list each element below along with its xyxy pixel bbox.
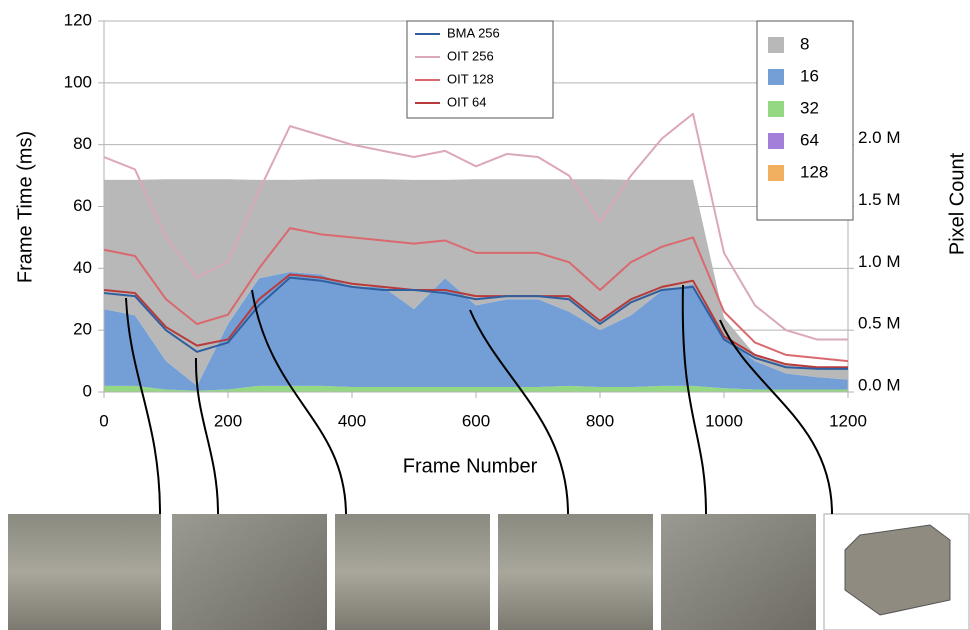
legend-swatch: [768, 133, 784, 149]
legend-swatch: [768, 69, 784, 85]
y2-tick-label: 0.5 M: [858, 314, 901, 333]
thumbnail: [661, 514, 816, 630]
thumbnail: [335, 514, 490, 630]
legend-label: 32: [800, 98, 819, 117]
x-axis-label: Frame Number: [403, 455, 538, 477]
legend-label: 64: [800, 130, 819, 149]
thumbnail: [172, 514, 327, 630]
x-tick-label: 200: [214, 411, 242, 430]
y2-tick-label: 2.0 M: [858, 128, 901, 147]
x-tick-label: 0: [99, 411, 108, 430]
y-axis-label: Frame Time (ms): [14, 131, 36, 283]
thumbnails: [8, 514, 969, 630]
legend-label: 8: [800, 34, 809, 53]
legend-label: BMA 256: [447, 25, 500, 40]
thumbnail: [498, 514, 653, 630]
legend-label: OIT 256: [447, 48, 494, 63]
y-tick-label: 0: [83, 381, 92, 400]
legend-label: 128: [800, 162, 828, 181]
legend-label: 16: [800, 66, 819, 85]
chart: 0204060801001200.0 M0.5 M1.0 M1.5 M2.0 M…: [0, 0, 970, 630]
y2-axis-label: Pixel Count: [946, 152, 968, 255]
x-tick-label: 400: [338, 411, 366, 430]
y-tick-label: 120: [64, 10, 92, 29]
x-tick-label: 800: [586, 411, 614, 430]
legend-label: OIT 64: [447, 94, 487, 109]
y-tick-label: 100: [64, 72, 92, 91]
y-tick-label: 80: [73, 134, 92, 153]
legend-swatch: [768, 37, 784, 53]
y2-tick-label: 1.0 M: [858, 252, 901, 271]
y-tick-label: 60: [73, 196, 92, 215]
x-tick-label: 600: [462, 411, 490, 430]
thumbnail: [8, 514, 161, 630]
x-tick-label: 1000: [705, 411, 743, 430]
y-tick-label: 40: [73, 258, 92, 277]
y2-tick-label: 1.5 M: [858, 190, 901, 209]
legend-swatch: [768, 165, 784, 181]
legend-label: OIT 128: [447, 71, 494, 86]
legend-swatch: [768, 101, 784, 117]
y-tick-label: 20: [73, 320, 92, 339]
y2-tick-label: 0.0 M: [858, 375, 901, 394]
thumbnail-box: [845, 525, 950, 615]
x-tick-label: 1200: [829, 411, 867, 430]
